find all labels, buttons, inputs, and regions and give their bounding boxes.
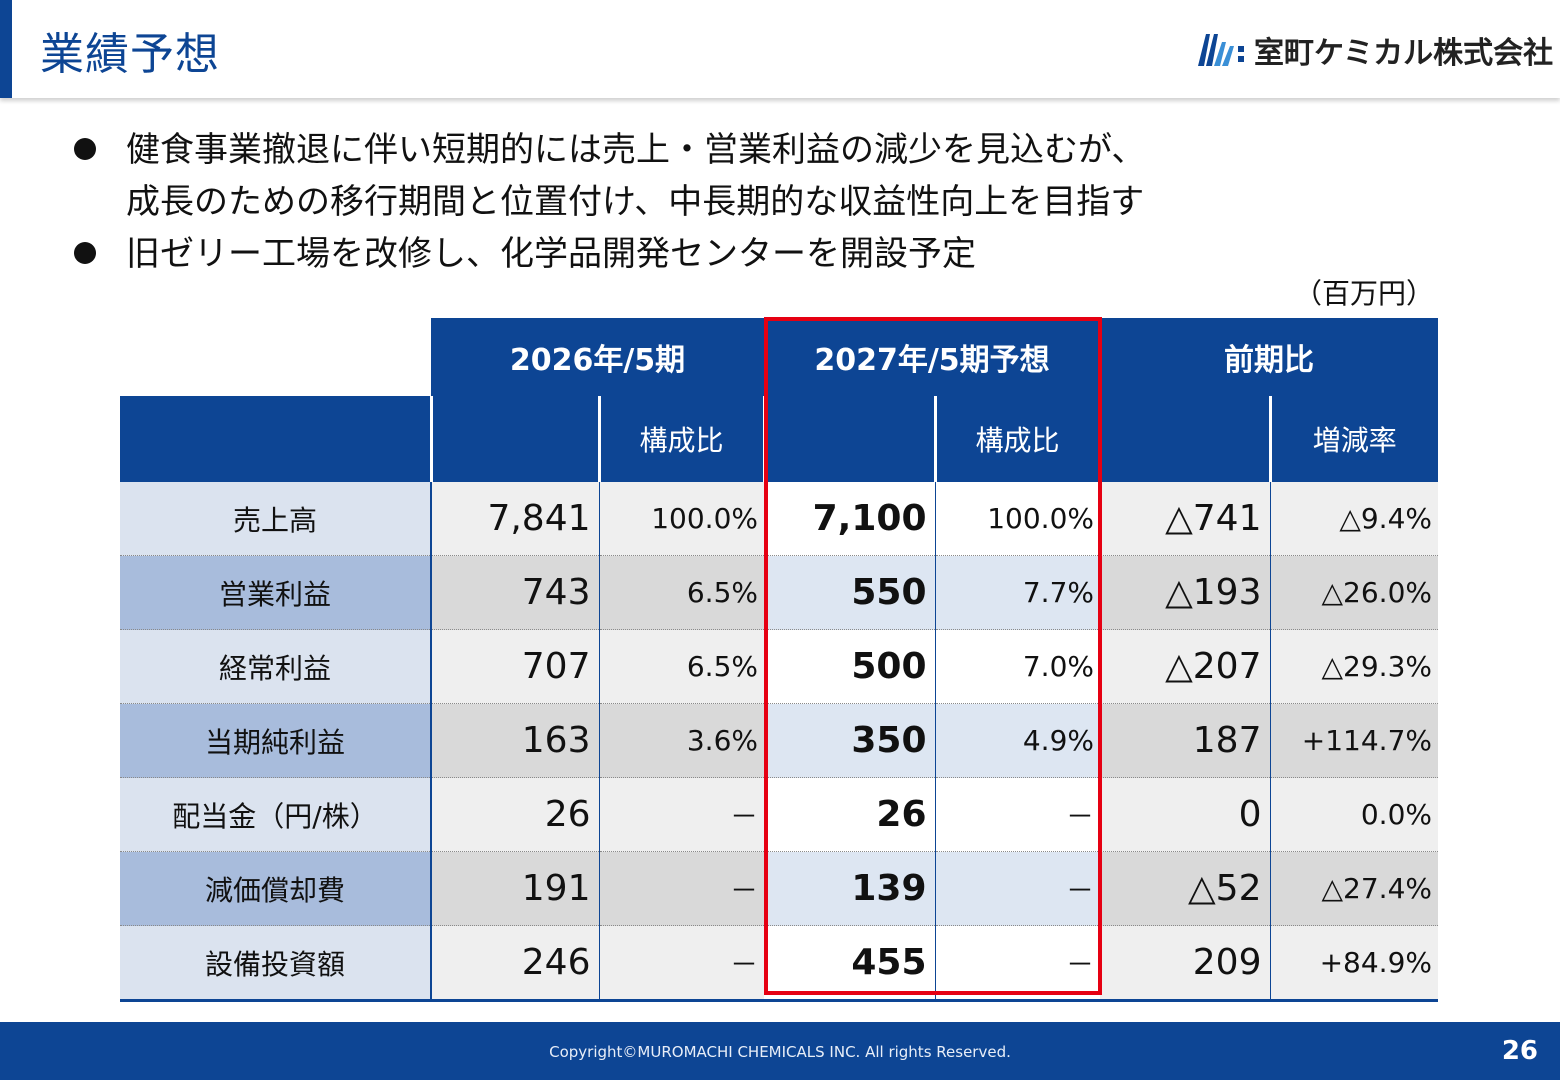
value-2026: 743	[430, 555, 599, 630]
change-rate: △27.4%	[1269, 851, 1438, 926]
value-2026: 26	[430, 777, 599, 852]
ratio-2026: 100.0%	[598, 482, 764, 556]
diff-value: 209	[1100, 925, 1270, 1002]
ratio-2027: 7.7%	[934, 555, 1100, 630]
table-corner	[120, 318, 431, 396]
subheader-rate: 増減率	[1268, 396, 1438, 482]
change-rate: 0.0%	[1269, 777, 1438, 852]
diff-value: △193	[1100, 555, 1270, 630]
table-row: 営業利益 743 6.5% 550 7.7% △193 △26.0%	[120, 555, 1438, 630]
value-2027: 350	[764, 703, 935, 778]
bullet-list: 健食事業撤退に伴い短期的には売上・営業利益の減少を見込むが、 成長のための移行期…	[74, 124, 1145, 280]
row-label: 売上高	[120, 482, 431, 556]
page-number: 26	[1501, 1036, 1538, 1066]
change-rate: +84.9%	[1269, 925, 1438, 1002]
diff-value: 0	[1100, 777, 1270, 852]
value-2027: 7,100	[764, 482, 935, 556]
ratio-2027: －	[934, 851, 1100, 926]
bullet-dot-icon	[74, 242, 96, 264]
bullet-text-line: 旧ゼリー工場を改修し、化学品開発センターを開設予定	[126, 234, 976, 274]
subheader-value-2026	[429, 396, 599, 482]
header-2027-forecast: 2027年/5期予想	[764, 318, 1100, 396]
row-label: 減価償却費	[120, 851, 431, 926]
value-2026: 191	[430, 851, 599, 926]
table-row: 減価償却費 191 － 139 － △52 △27.4%	[120, 851, 1438, 926]
value-2027: 139	[764, 851, 935, 926]
row-label: 経常利益	[120, 629, 431, 704]
table-row: 設備投資額 246 － 455 － 209 +84.9%	[120, 925, 1438, 1002]
ratio-2026: －	[598, 925, 764, 1002]
table-row: 売上高 7,841 100.0% 7,100 100.0% △741 △9.4%	[120, 482, 1438, 556]
company-name: 室町ケミカル株式会社	[1254, 36, 1554, 71]
row-label: 設備投資額	[120, 925, 431, 1002]
ratio-2026: 3.6%	[598, 703, 764, 778]
unit-label: （百万円）	[1294, 277, 1435, 310]
value-2026: 7,841	[430, 482, 599, 556]
diff-value: △741	[1100, 482, 1270, 556]
bullet-dot-icon	[74, 138, 96, 160]
change-rate: △29.3%	[1269, 629, 1438, 704]
value-2026: 246	[430, 925, 599, 1002]
diff-value: 187	[1100, 703, 1270, 778]
ratio-2027: 7.0%	[934, 629, 1100, 704]
change-rate: △26.0%	[1269, 555, 1438, 630]
header-row-label	[120, 396, 431, 482]
ratio-2027: 100.0%	[934, 482, 1100, 556]
ratio-2026: －	[598, 777, 764, 852]
value-2026: 163	[430, 703, 599, 778]
value-2027: 500	[764, 629, 935, 704]
value-2026: 707	[430, 629, 599, 704]
company-logo: 室町ケミカル株式会社	[1196, 30, 1554, 71]
value-2027: 455	[764, 925, 935, 1002]
table-row: 配当金（円/株） 26 － 26 － 0 0.0%	[120, 777, 1438, 852]
subheader-ratio-2026: 構成比	[597, 396, 764, 482]
slide-title: 業績予想	[40, 29, 220, 80]
row-label: 配当金（円/株）	[120, 777, 431, 852]
subheader-ratio-2027: 構成比	[933, 396, 1100, 482]
ratio-2027: 4.9%	[934, 703, 1100, 778]
bullet-item: 健食事業撤退に伴い短期的には売上・営業利益の減少を見込むが、 成長のための移行期…	[74, 124, 1145, 228]
value-2027: 26	[764, 777, 935, 852]
diff-value: △207	[1100, 629, 1270, 704]
bullet-text-line: 成長のための移行期間と位置付け、中長期的な収益性向上を目指す	[126, 182, 1145, 222]
subheader-diff	[1098, 396, 1270, 482]
header-2026: 2026年/5期	[431, 318, 764, 396]
copyright-text: Copyright©MUROMACHI CHEMICALS INC. All r…	[549, 1043, 1011, 1061]
subheader-value-2027	[762, 396, 935, 482]
ratio-2027: －	[934, 777, 1100, 852]
forecast-table: 2026年/5期 2027年/5期予想 前期比 構成比 構成比 増減率 売上高 …	[120, 318, 1438, 1002]
change-rate: +114.7%	[1269, 703, 1438, 778]
header-accent-bar	[0, 0, 12, 98]
ratio-2027: －	[934, 925, 1100, 1002]
header-yoy: 前期比	[1100, 318, 1438, 396]
row-label: 当期純利益	[120, 703, 431, 778]
ratio-2026: 6.5%	[598, 555, 764, 630]
slide-footer	[0, 1022, 1560, 1080]
diff-value: △52	[1100, 851, 1270, 926]
logo-mark-icon	[1198, 34, 1244, 66]
table-row: 当期純利益 163 3.6% 350 4.9% 187 +114.7%	[120, 703, 1438, 778]
bullet-text-line: 健食事業撤退に伴い短期的には売上・営業利益の減少を見込むが、	[126, 130, 1146, 170]
value-2027: 550	[764, 555, 935, 630]
ratio-2026: －	[598, 851, 764, 926]
slide-header: 業績予想 室町ケミカル株式会社	[0, 0, 1560, 98]
change-rate: △9.4%	[1269, 482, 1438, 556]
table-row: 経常利益 707 6.5% 500 7.0% △207 △29.3%	[120, 629, 1438, 704]
bullet-item: 旧ゼリー工場を改修し、化学品開発センターを開設予定	[74, 228, 1145, 280]
ratio-2026: 6.5%	[598, 629, 764, 704]
row-label: 営業利益	[120, 555, 431, 630]
